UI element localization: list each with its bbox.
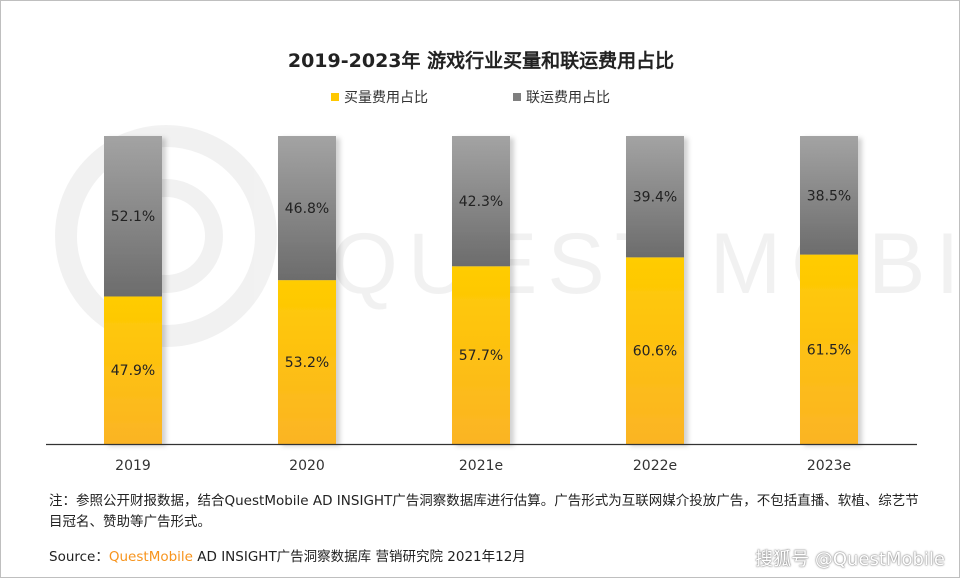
x-tick-2020: 2020 — [289, 458, 325, 474]
bar-2023e-1 — [800, 136, 858, 255]
bar-group-2020 — [278, 136, 336, 444]
x-tick-2019: 2019 — [115, 458, 151, 474]
legend: 买量费用占比 联运费用占比 — [331, 90, 610, 106]
source-text: AD INSIGHT广告洞察数据库 营销研究院 2021年12月 — [192, 549, 526, 565]
bar-group-2021e — [452, 136, 510, 444]
legend-label-1: 联运费用占比 — [526, 90, 610, 106]
legend-label-0: 买量费用占比 — [344, 90, 428, 106]
source-label: Source： — [49, 549, 109, 565]
data-label-2021e-1: 42.3% — [459, 194, 503, 210]
x-tick-2021e: 2021e — [459, 458, 503, 474]
watermark-logo — [55, 125, 277, 347]
data-label-2019-1: 52.1% — [111, 209, 155, 225]
bar-group-2023e — [800, 136, 858, 444]
bar-2021e-0 — [452, 266, 510, 444]
bar-group-2022e — [626, 136, 684, 444]
data-label-2022e-0: 60.6% — [633, 344, 677, 360]
bar-2020-1 — [278, 136, 336, 281]
source-line: Source：QuestMobile AD INSIGHT广告洞察数据库 营销研… — [49, 545, 526, 565]
stacked-bar-chart: QUEST MOBILE 2019-2023年 游戏行业买量和联运费用占比 买量… — [46, 49, 959, 474]
data-label-2020-0: 53.2% — [285, 355, 329, 371]
x-tick-2022e: 2022e — [633, 458, 677, 474]
bar-2023e-0 — [800, 254, 858, 444]
bar-2020-0 — [278, 280, 336, 444]
footnote: 注：参照公开财报数据，结合QuestMobile AD INSIGHT广告洞察数… — [49, 493, 919, 530]
bar-group-2019 — [104, 136, 162, 444]
bar-2019-0 — [104, 296, 162, 444]
data-label-2023e-1: 38.5% — [807, 188, 851, 204]
legend-swatch-1 — [513, 93, 521, 101]
bar-2021e-1 — [452, 136, 510, 267]
bar-2019-1 — [104, 136, 162, 297]
credit-watermark: 搜狐号 @QuestMobile — [755, 549, 945, 570]
data-label-2022e-1: 39.4% — [633, 190, 677, 206]
bar-2022e-1 — [626, 136, 684, 258]
chart-title: 2019-2023年 游戏行业买量和联运费用占比 — [288, 49, 674, 72]
legend-swatch-0 — [331, 93, 339, 101]
x-tick-2023e: 2023e — [807, 458, 851, 474]
bar-2022e-0 — [626, 257, 684, 444]
source-brand: QuestMobile — [108, 549, 193, 565]
data-label-2023e-0: 61.5% — [807, 342, 851, 358]
data-label-2019-0: 47.9% — [111, 363, 155, 379]
data-label-2021e-0: 57.7% — [459, 348, 503, 364]
data-label-2020-1: 46.8% — [285, 201, 329, 217]
